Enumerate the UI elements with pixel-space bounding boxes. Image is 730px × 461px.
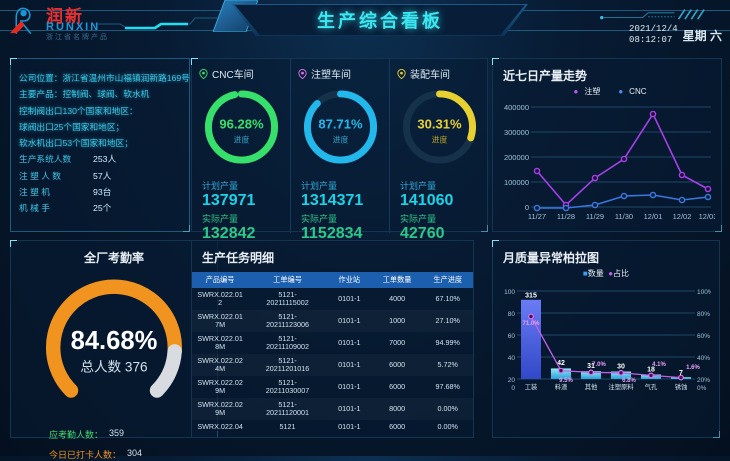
svg-text:总人数 376: 总人数 376 bbox=[80, 360, 147, 375]
svg-text:其他: 其他 bbox=[585, 382, 598, 391]
svg-text:11/27: 11/27 bbox=[528, 212, 546, 221]
svg-text:315: 315 bbox=[525, 293, 537, 300]
svg-text:12/03: 12/03 bbox=[699, 212, 715, 221]
svg-text:100000: 100000 bbox=[504, 178, 529, 187]
svg-text:87.71%: 87.71% bbox=[318, 117, 363, 132]
svg-text:7.0%: 7.0% bbox=[592, 362, 606, 368]
svg-text:40%: 40% bbox=[697, 355, 710, 362]
svg-text:30.31%: 30.31% bbox=[417, 117, 462, 132]
svg-text:11/30: 11/30 bbox=[615, 212, 633, 221]
svg-text:300000: 300000 bbox=[504, 128, 529, 137]
svg-text:200000: 200000 bbox=[504, 153, 529, 162]
svg-text:96.28%: 96.28% bbox=[219, 117, 264, 132]
svg-text:12/02: 12/02 bbox=[673, 212, 692, 221]
svg-text:84.68%: 84.68% bbox=[71, 327, 158, 355]
svg-text:11/29: 11/29 bbox=[586, 212, 604, 221]
svg-text:6.8%: 6.8% bbox=[622, 378, 636, 384]
svg-text:0%: 0% bbox=[697, 385, 707, 392]
svg-text:0: 0 bbox=[511, 385, 515, 392]
svg-text:30: 30 bbox=[617, 363, 625, 370]
svg-text:锈蚀: 锈蚀 bbox=[675, 382, 688, 391]
svg-text:进度: 进度 bbox=[332, 135, 348, 145]
svg-text:工装: 工装 bbox=[525, 382, 538, 391]
svg-text:71.0%: 71.0% bbox=[522, 321, 540, 327]
svg-text:进度: 进度 bbox=[233, 135, 249, 145]
svg-text:60: 60 bbox=[508, 333, 516, 340]
svg-text:400000: 400000 bbox=[504, 103, 529, 112]
svg-text:4.1%: 4.1% bbox=[652, 362, 666, 368]
svg-text:11/28: 11/28 bbox=[557, 212, 575, 221]
svg-text:12/01: 12/01 bbox=[644, 212, 663, 221]
svg-text:80: 80 bbox=[508, 311, 516, 318]
svg-text:60%: 60% bbox=[697, 333, 710, 340]
svg-text:1.6%: 1.6% bbox=[686, 365, 700, 371]
svg-text:80%: 80% bbox=[697, 311, 710, 318]
svg-text:20: 20 bbox=[508, 377, 516, 384]
svg-text:40: 40 bbox=[508, 355, 516, 362]
svg-text:100%: 100% bbox=[697, 289, 711, 296]
svg-text:100: 100 bbox=[504, 289, 515, 296]
svg-text:9.5%: 9.5% bbox=[559, 378, 573, 384]
svg-text:气孔: 气孔 bbox=[645, 382, 658, 391]
svg-text:20%: 20% bbox=[697, 377, 710, 384]
svg-text:0: 0 bbox=[525, 203, 529, 212]
svg-text:进度: 进度 bbox=[432, 135, 448, 145]
